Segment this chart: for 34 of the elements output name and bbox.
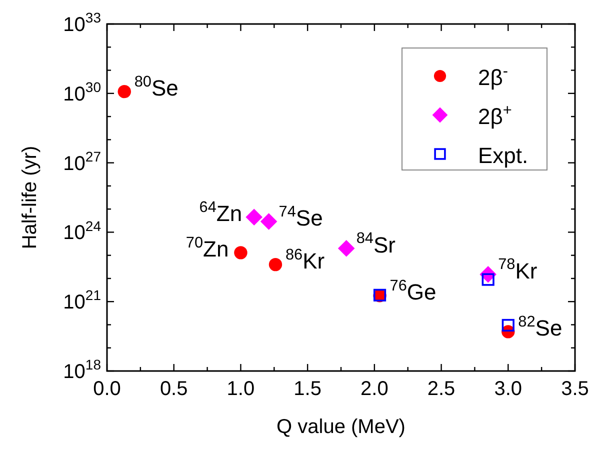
- point: [246, 208, 262, 226]
- point: [260, 213, 278, 230]
- point: [338, 240, 355, 257]
- annotation: $^{70}$Zn: [186, 234, 229, 262]
- y-tick-label: 10$^{27}$: [63, 148, 102, 175]
- annotation: $^{82}$Se: [518, 313, 562, 341]
- annotation: $^{84}$Sr: [356, 230, 396, 258]
- annotation: $^{74}$Se: [278, 203, 323, 231]
- y-tick-label: 10$^{33}$: [63, 10, 102, 36]
- annotation: $^{76}$Ge: [390, 277, 436, 305]
- point: [234, 246, 248, 260]
- y-tick-label: 10$^{24}$: [63, 218, 102, 244]
- x-tick-label: 2.0: [360, 378, 388, 400]
- x-axis-title: Q value (MeV): [276, 416, 406, 438]
- annotation: $^{80}$Se: [134, 73, 178, 101]
- y-axis-title: Half-life (yr): [19, 146, 41, 250]
- x-tick-label: 3.0: [494, 378, 522, 400]
- y-tick-label: 10$^{30}$: [63, 79, 102, 106]
- annotation: $^{86}$Kr: [285, 246, 325, 274]
- x-tick-label: 3.5: [561, 378, 589, 400]
- legend-label: 2β$^{+}$: [478, 102, 512, 129]
- x-tick-label: 0.5: [160, 378, 188, 400]
- x-tick-label: 1.5: [294, 378, 322, 400]
- x-tick-label: 0.0: [93, 378, 121, 400]
- x-tick-label: 2.5: [427, 378, 456, 400]
- point: [118, 84, 131, 98]
- legend-label: 2β$^{-}$: [478, 62, 508, 90]
- x-tick-label: 1.0: [226, 378, 255, 400]
- legend-label: Expt.: [478, 143, 528, 168]
- annotation: $^{78}$Kr: [498, 256, 538, 284]
- annotation: $^{64}$Zn: [199, 198, 242, 226]
- y-tick-label: 10$^{21}$: [63, 287, 102, 314]
- point: [268, 258, 282, 272]
- point: [502, 318, 514, 332]
